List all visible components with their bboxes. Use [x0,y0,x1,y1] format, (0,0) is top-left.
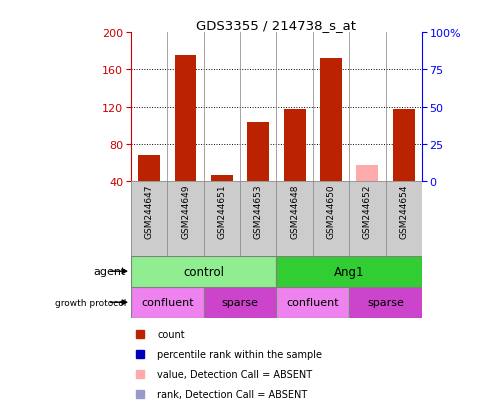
Text: agent: agent [93,266,126,277]
Bar [276,256,421,287]
Bar [283,109,305,182]
Text: rank, Detection Call = ABSENT: rank, Detection Call = ABSENT [157,389,307,399]
Bar [211,175,232,182]
Bar [348,287,421,318]
Text: confluent: confluent [141,297,193,308]
Text: GSM244648: GSM244648 [289,184,299,238]
Text: percentile rank within the sample: percentile rank within the sample [157,349,321,359]
Text: growth protocol: growth protocol [55,298,126,307]
Bar [319,59,341,182]
Bar [356,166,378,182]
Text: GSM244653: GSM244653 [253,184,262,238]
Bar [203,287,276,318]
Text: confluent: confluent [286,297,338,308]
Bar [131,287,203,318]
Text: GSM244650: GSM244650 [326,184,335,238]
Bar [174,56,196,182]
Text: sparse: sparse [221,297,258,308]
Text: control: control [183,265,224,278]
Bar [276,287,348,318]
Title: GDS3355 / 214738_s_at: GDS3355 / 214738_s_at [196,19,356,32]
Text: GSM244651: GSM244651 [217,184,226,238]
Bar [131,256,276,287]
Text: count: count [157,330,184,339]
Text: GSM244652: GSM244652 [362,184,371,238]
Text: GSM244654: GSM244654 [398,184,408,238]
Bar [247,123,269,182]
Text: GSM244649: GSM244649 [181,184,190,238]
Text: value, Detection Call = ABSENT: value, Detection Call = ABSENT [157,369,312,379]
Bar [392,109,414,182]
Text: sparse: sparse [366,297,403,308]
Bar [138,156,160,182]
Text: GSM244647: GSM244647 [144,184,153,238]
Text: Ang1: Ang1 [333,265,363,278]
